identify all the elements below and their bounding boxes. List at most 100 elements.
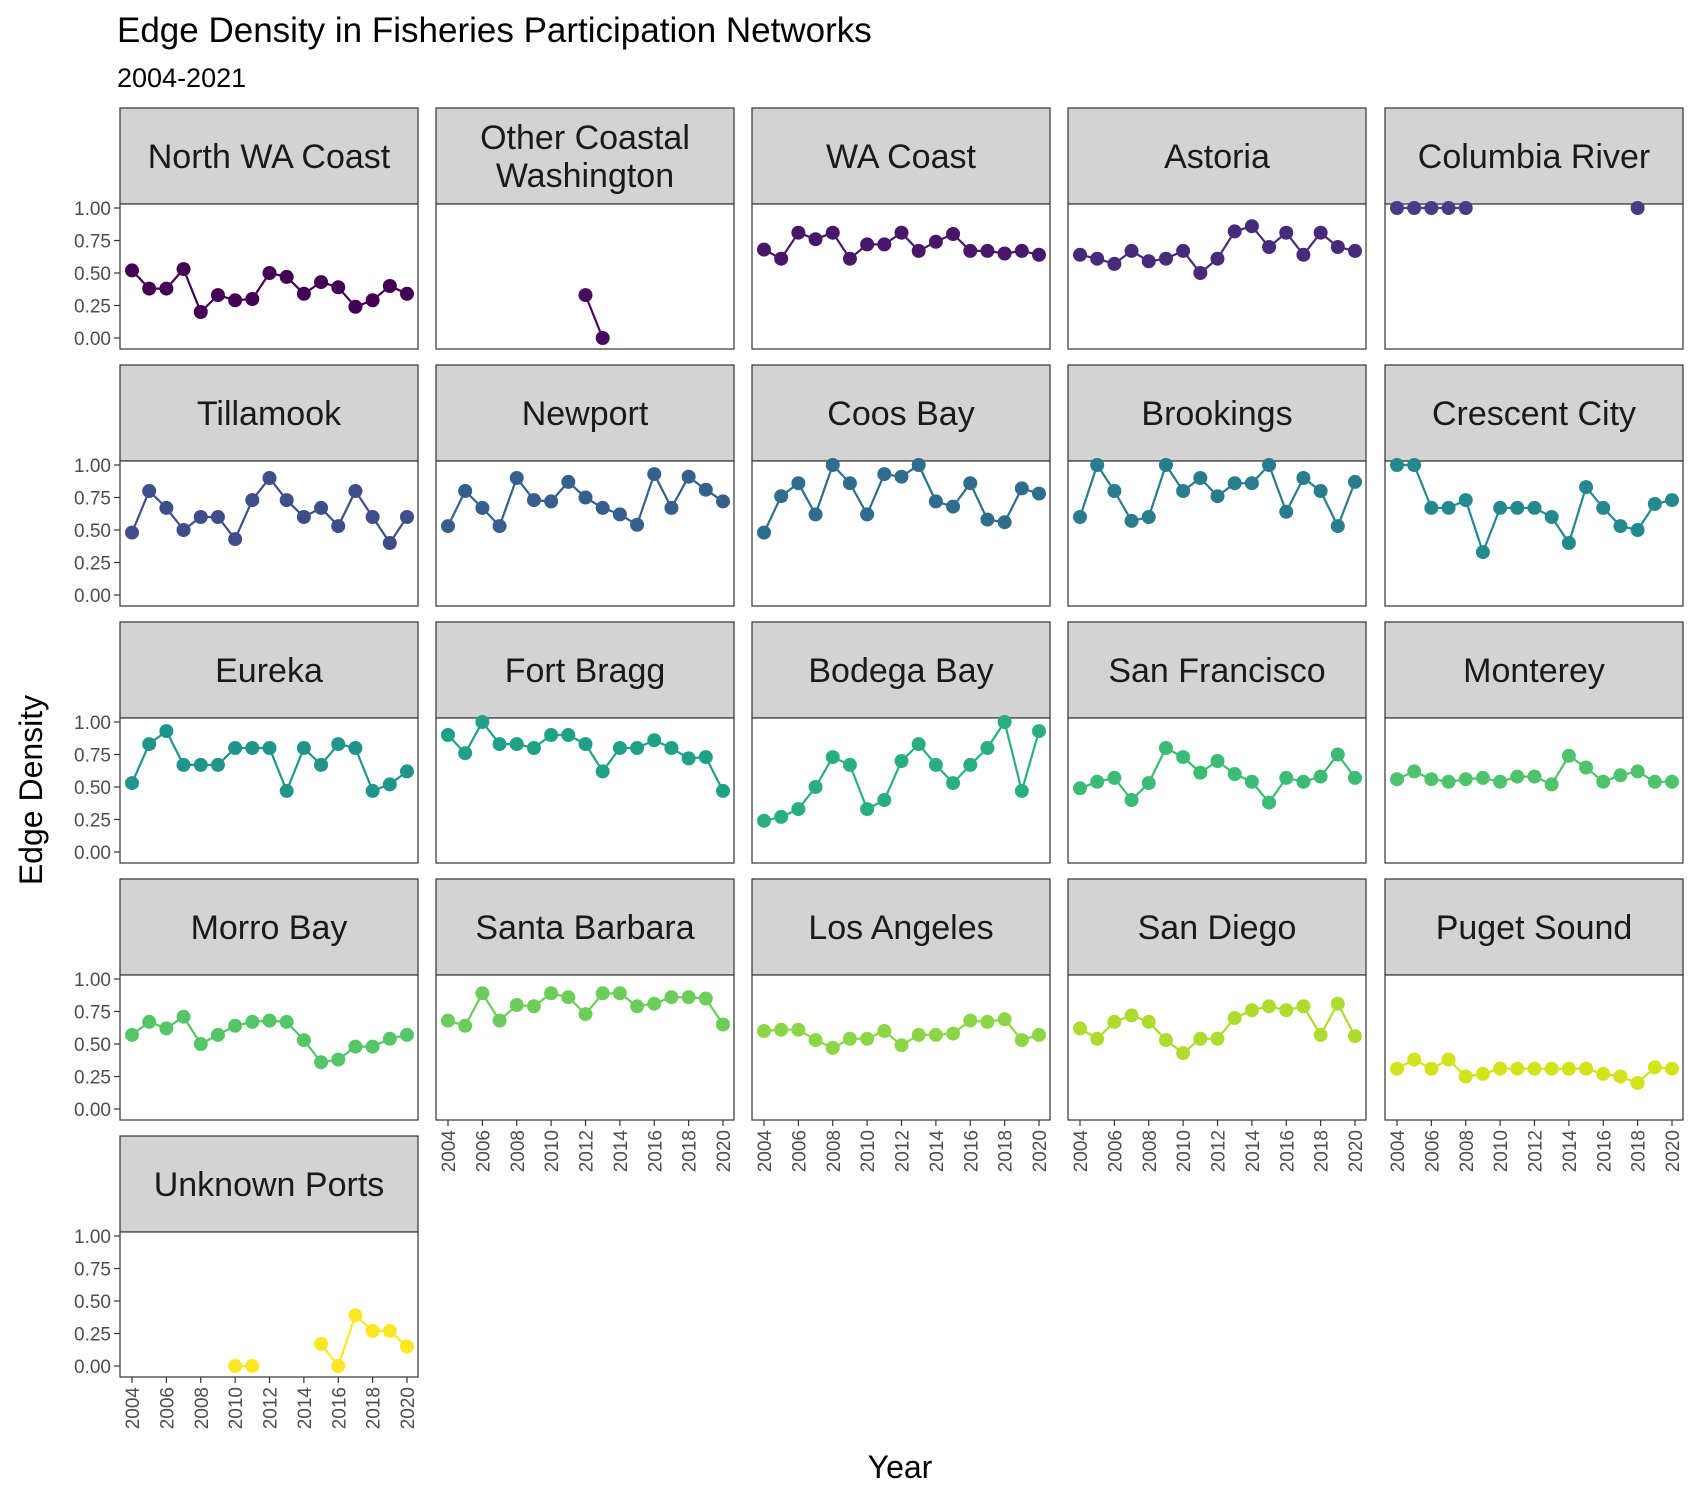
data-point bbox=[1407, 764, 1422, 779]
data-point bbox=[1158, 1033, 1173, 1048]
data-point bbox=[1544, 1061, 1559, 1076]
data-point bbox=[842, 1031, 857, 1046]
panel-plot-area bbox=[1384, 203, 1684, 350]
data-point bbox=[612, 741, 627, 755]
panel-plot-area bbox=[119, 460, 419, 607]
data-point bbox=[382, 279, 397, 293]
y-axis: 0.00 0.25 0.50 0.75 1.00 bbox=[74, 970, 120, 1121]
x-tick-label: 2016 bbox=[961, 1130, 982, 1172]
strip-label: Monterey bbox=[1463, 652, 1605, 690]
panel-plot-area bbox=[119, 1231, 419, 1378]
data-point bbox=[980, 243, 995, 258]
x-tick-label: 2012 bbox=[893, 1130, 914, 1172]
data-point bbox=[808, 1033, 823, 1048]
data-point bbox=[681, 469, 696, 484]
series-line-segment bbox=[1413, 463, 1433, 509]
data-point bbox=[595, 764, 610, 779]
x-tick-label: 2008 bbox=[508, 1130, 529, 1172]
data-point bbox=[791, 476, 806, 491]
data-point bbox=[911, 458, 926, 472]
data-point bbox=[1596, 500, 1611, 515]
data-point bbox=[1032, 247, 1046, 262]
data-point bbox=[1544, 777, 1559, 792]
x-tick-label: 2016 bbox=[329, 1387, 350, 1429]
data-point bbox=[757, 813, 771, 828]
data-point bbox=[1296, 247, 1311, 262]
strip-label-line: San Diego bbox=[1138, 909, 1297, 947]
series-unknown-ports bbox=[228, 1308, 414, 1373]
data-point bbox=[245, 493, 260, 508]
y-tick-label: 0.50 bbox=[74, 264, 111, 285]
data-point bbox=[1262, 240, 1277, 254]
data-point bbox=[1193, 266, 1208, 280]
strip-label-line: Brookings bbox=[1141, 395, 1292, 433]
panel-brookings: Brookings bbox=[1067, 364, 1367, 607]
series-crescent-city bbox=[1390, 458, 1679, 560]
data-point bbox=[1458, 1069, 1473, 1084]
data-point bbox=[1032, 486, 1046, 501]
data-point bbox=[911, 737, 926, 752]
data-point bbox=[441, 1013, 455, 1028]
data-point bbox=[860, 237, 875, 252]
data-point bbox=[1475, 545, 1490, 560]
data-point bbox=[1244, 219, 1259, 234]
data-point bbox=[980, 1014, 995, 1029]
data-point bbox=[1227, 224, 1242, 239]
data-point bbox=[963, 243, 978, 258]
panel-santa-barbara: Santa Barbara 2004 2006 2008 2010 2012 2014 201… bbox=[435, 878, 735, 1172]
strip-label: Morro Bay bbox=[191, 909, 348, 947]
y-tick-label: 0.75 bbox=[74, 489, 111, 510]
x-axis: 2004 2006 2008 2010 2012 2014 2016 2018 2020 bbox=[1071, 1120, 1367, 1172]
data-point bbox=[877, 467, 892, 482]
y-axis: 0.00 0.25 0.50 0.75 1.00 bbox=[74, 1227, 120, 1378]
data-point bbox=[159, 281, 174, 296]
strip-background bbox=[119, 107, 419, 205]
panel-tillamook: Tillamook 0.00 0.25 0.50 0.75 1.00 bbox=[74, 364, 419, 607]
data-point bbox=[860, 802, 875, 817]
panel-other-coastal-washington: Other Coastal Washington bbox=[435, 107, 735, 350]
data-point bbox=[757, 1024, 771, 1038]
data-point bbox=[774, 809, 789, 824]
data-point bbox=[348, 1308, 363, 1323]
data-point bbox=[1107, 1014, 1122, 1029]
data-point bbox=[1458, 201, 1473, 215]
data-point bbox=[193, 305, 208, 319]
data-point bbox=[791, 1022, 806, 1037]
x-tick-label: 2006 bbox=[1422, 1130, 1443, 1172]
data-point bbox=[698, 991, 713, 1006]
data-point bbox=[1493, 774, 1508, 789]
strip-label-line: Monterey bbox=[1463, 652, 1605, 690]
strip-label: Other Coastal Washington bbox=[480, 119, 690, 195]
panel-plot-area bbox=[1384, 974, 1684, 1121]
panel-eureka: Eureka 0.00 0.25 0.50 0.75 1.00 bbox=[74, 621, 419, 864]
x-tick-label: 2004 bbox=[755, 1130, 776, 1173]
y-tick-label: 0.25 bbox=[74, 811, 111, 832]
data-point bbox=[245, 1359, 260, 1373]
data-point bbox=[647, 467, 662, 482]
y-tick-label: 0.00 bbox=[74, 586, 111, 607]
x-tick-label: 2018 bbox=[680, 1130, 701, 1172]
x-tick-label: 2006 bbox=[1105, 1130, 1126, 1172]
data-point bbox=[314, 275, 329, 290]
strip-label: San Francisco bbox=[1108, 652, 1325, 690]
data-point bbox=[578, 737, 593, 752]
data-point bbox=[1630, 201, 1645, 215]
data-point bbox=[1158, 458, 1173, 472]
series-tillamook bbox=[125, 471, 414, 550]
y-tick-label: 0.00 bbox=[74, 1357, 111, 1378]
data-point bbox=[911, 1027, 926, 1042]
data-point bbox=[228, 532, 243, 547]
data-point bbox=[1458, 772, 1473, 787]
strip-label: San Diego bbox=[1138, 909, 1297, 947]
panel-san-francisco: San Francisco bbox=[1067, 621, 1367, 864]
data-point bbox=[125, 525, 139, 540]
data-point bbox=[1424, 1061, 1439, 1076]
facet-panels: North WA Coast 0.00 0.25 0.50 0.75 1.00 Other … bbox=[74, 107, 1684, 1429]
data-point bbox=[348, 484, 363, 498]
data-point bbox=[1390, 458, 1404, 472]
strip-background bbox=[1384, 878, 1684, 976]
x-tick-label: 2008 bbox=[1140, 1130, 1161, 1172]
y-tick-label: 1.00 bbox=[74, 1227, 111, 1248]
data-point bbox=[348, 299, 363, 314]
